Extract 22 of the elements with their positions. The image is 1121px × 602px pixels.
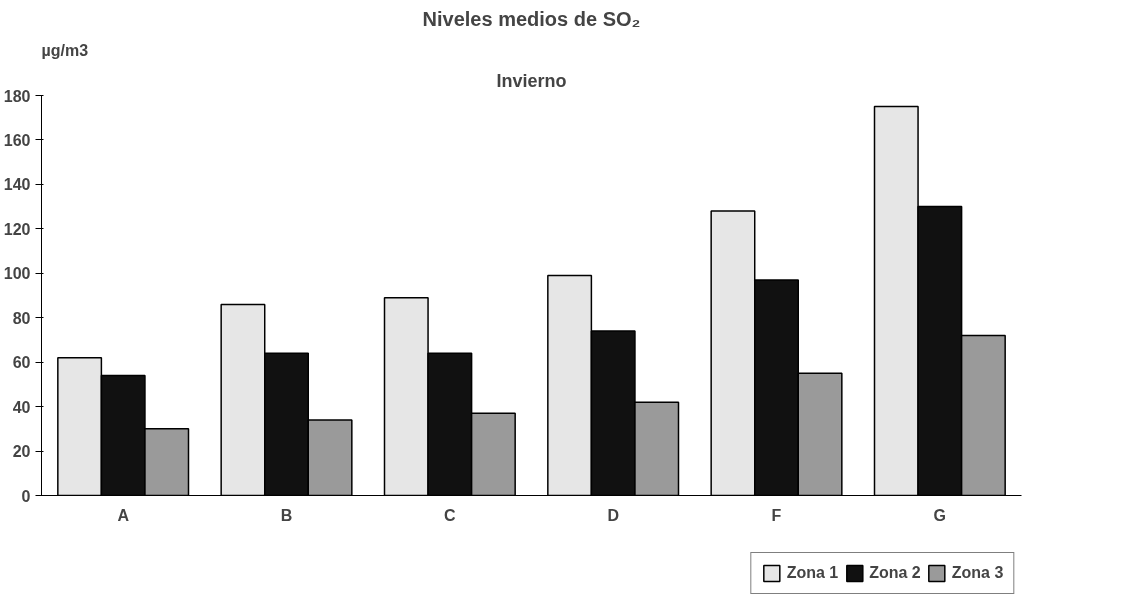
y-tick-label: 80 [12, 309, 31, 327]
x-tick-label: D [607, 506, 619, 524]
y-tick-label: 140 [3, 176, 31, 194]
y-tick-label: 40 [12, 398, 31, 416]
y-tick-label: 120 [3, 220, 31, 238]
chart-subtitle: Invierno [496, 70, 567, 91]
x-tick-label: B [280, 506, 293, 524]
x-tick-label: G [933, 506, 947, 524]
x-tick-label: A [117, 506, 130, 524]
legend-label: Zona 3 [951, 564, 1004, 582]
legend-label: Zona 1 [786, 564, 839, 582]
chart-title: Niveles medios de SO₂ [422, 7, 641, 30]
y-axis-title: µg/m3 [41, 41, 89, 59]
y-tick-label: 20 [12, 443, 31, 461]
x-tick-label: C [444, 506, 457, 524]
y-tick-label: 0 [21, 487, 31, 505]
legend-label: Zona 2 [869, 564, 921, 582]
y-tick-label: 160 [3, 131, 31, 149]
x-tick-label: F [771, 506, 782, 524]
y-tick-label: 60 [12, 354, 31, 372]
y-tick-label: 100 [3, 265, 31, 283]
y-tick-label: 180 [3, 87, 31, 105]
